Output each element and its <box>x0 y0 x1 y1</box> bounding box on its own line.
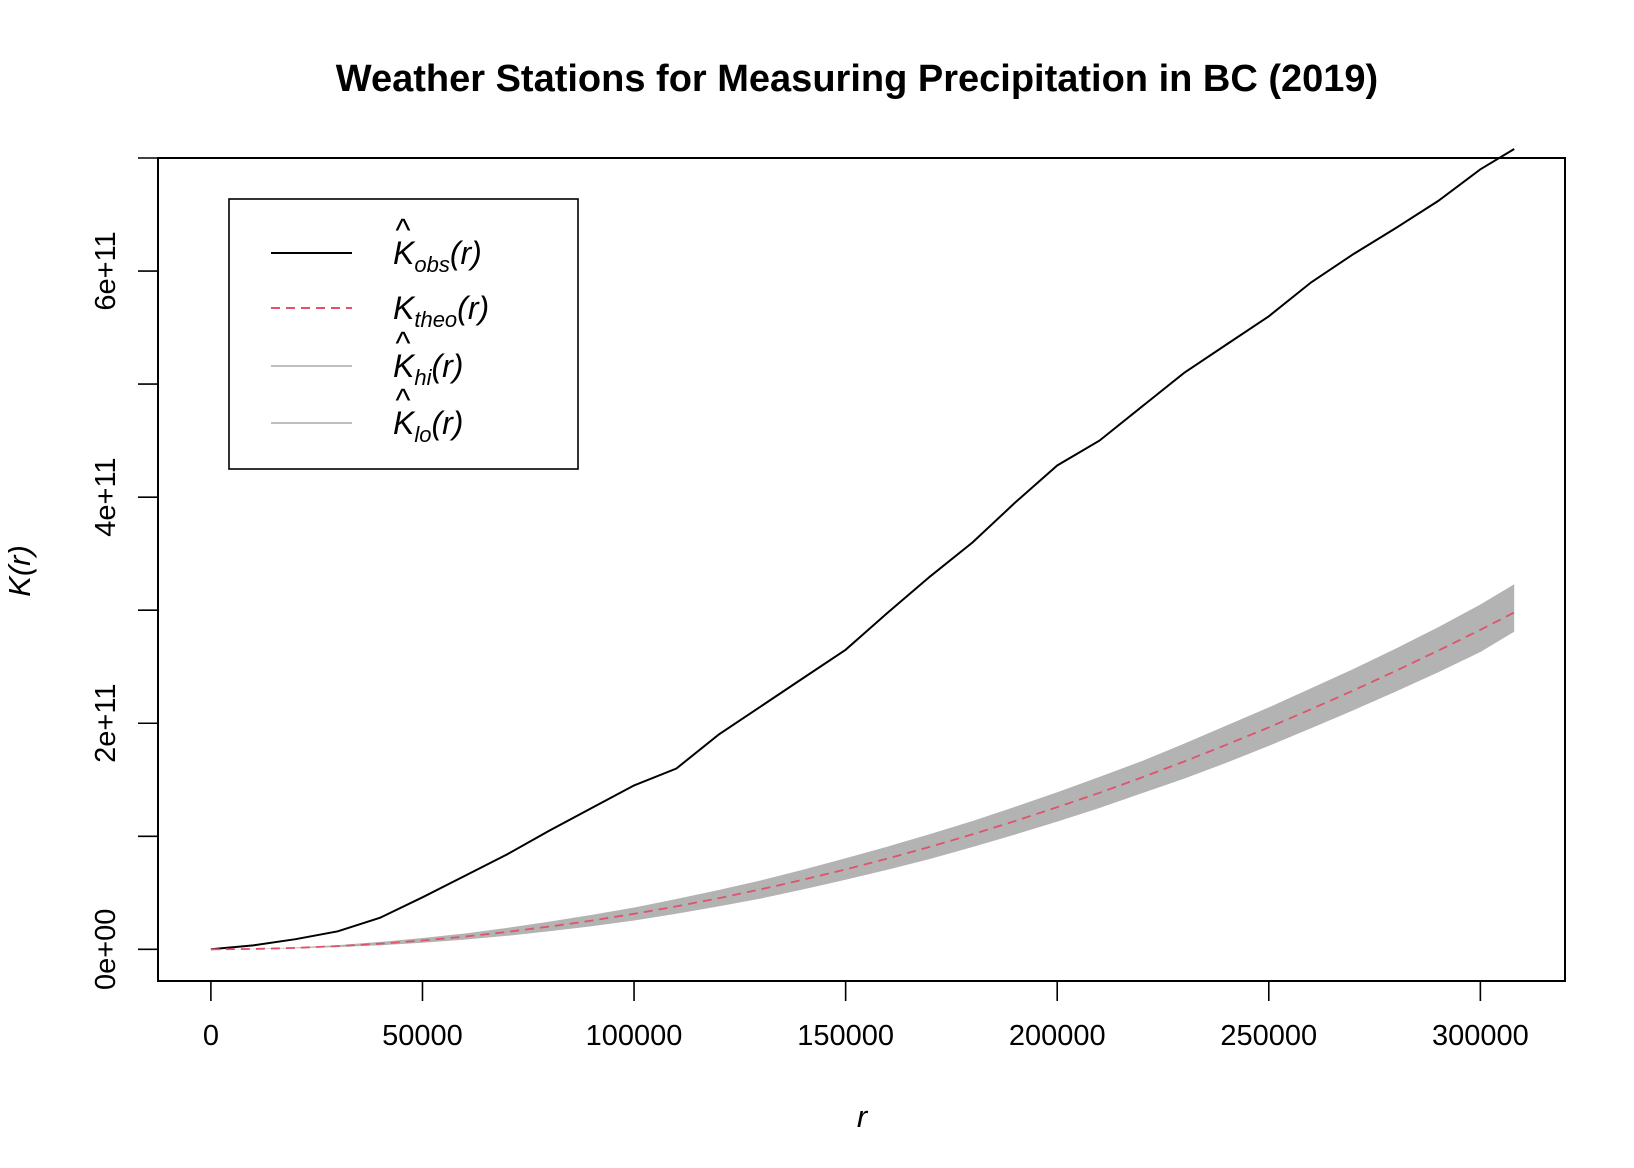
legend-label-hi: Khi(r) <box>393 348 463 390</box>
y-tick-label: 2e+11 <box>90 684 122 763</box>
y-tick-label: 6e+11 <box>90 231 122 310</box>
envelope-band <box>210 584 1515 950</box>
legend-label-theo: Ktheo(r) <box>393 290 489 332</box>
chart-title: Weather Stations for Measuring Precipita… <box>336 58 1378 100</box>
x-tick-label: 150000 <box>797 1020 894 1052</box>
legend-label-lo: Klo(r) <box>393 405 463 447</box>
legend-label-obs: Kobs(r) <box>393 235 482 277</box>
x-tick-label: 200000 <box>1009 1020 1106 1052</box>
series-line-obs <box>210 148 1515 951</box>
x-tick-label: 250000 <box>1220 1020 1317 1052</box>
x-tick-label: 50000 <box>382 1020 463 1052</box>
legend-hat-lo: ^ <box>395 382 411 418</box>
y-axis: 0e+00 2e+11 4e+11 6e+11 <box>90 157 158 990</box>
x-tick-label: 100000 <box>586 1020 683 1052</box>
legend-hat-obs: ^ <box>395 212 411 248</box>
legend: Kobs(r)^Ktheo(r)Khi(r)^Klo(r)^ <box>228 198 579 470</box>
y-axis-label: K(r) <box>2 545 37 597</box>
x-axis-label: r <box>857 1099 869 1134</box>
y-tick-label: 0e+00 <box>90 909 122 990</box>
legend-hat-hi: ^ <box>395 325 411 361</box>
x-tick-label: 300000 <box>1432 1020 1529 1052</box>
series-lines <box>210 148 1515 951</box>
series-line-theo <box>210 611 1515 951</box>
plot-frame <box>157 157 1566 982</box>
y-tick-label: 4e+11 <box>90 457 122 536</box>
envelope-band-area <box>210 584 1515 950</box>
x-axis: 0 50000 100000 150000 200000 250000 300000 <box>203 981 1529 1052</box>
x-tick-label: 0 <box>203 1020 219 1052</box>
